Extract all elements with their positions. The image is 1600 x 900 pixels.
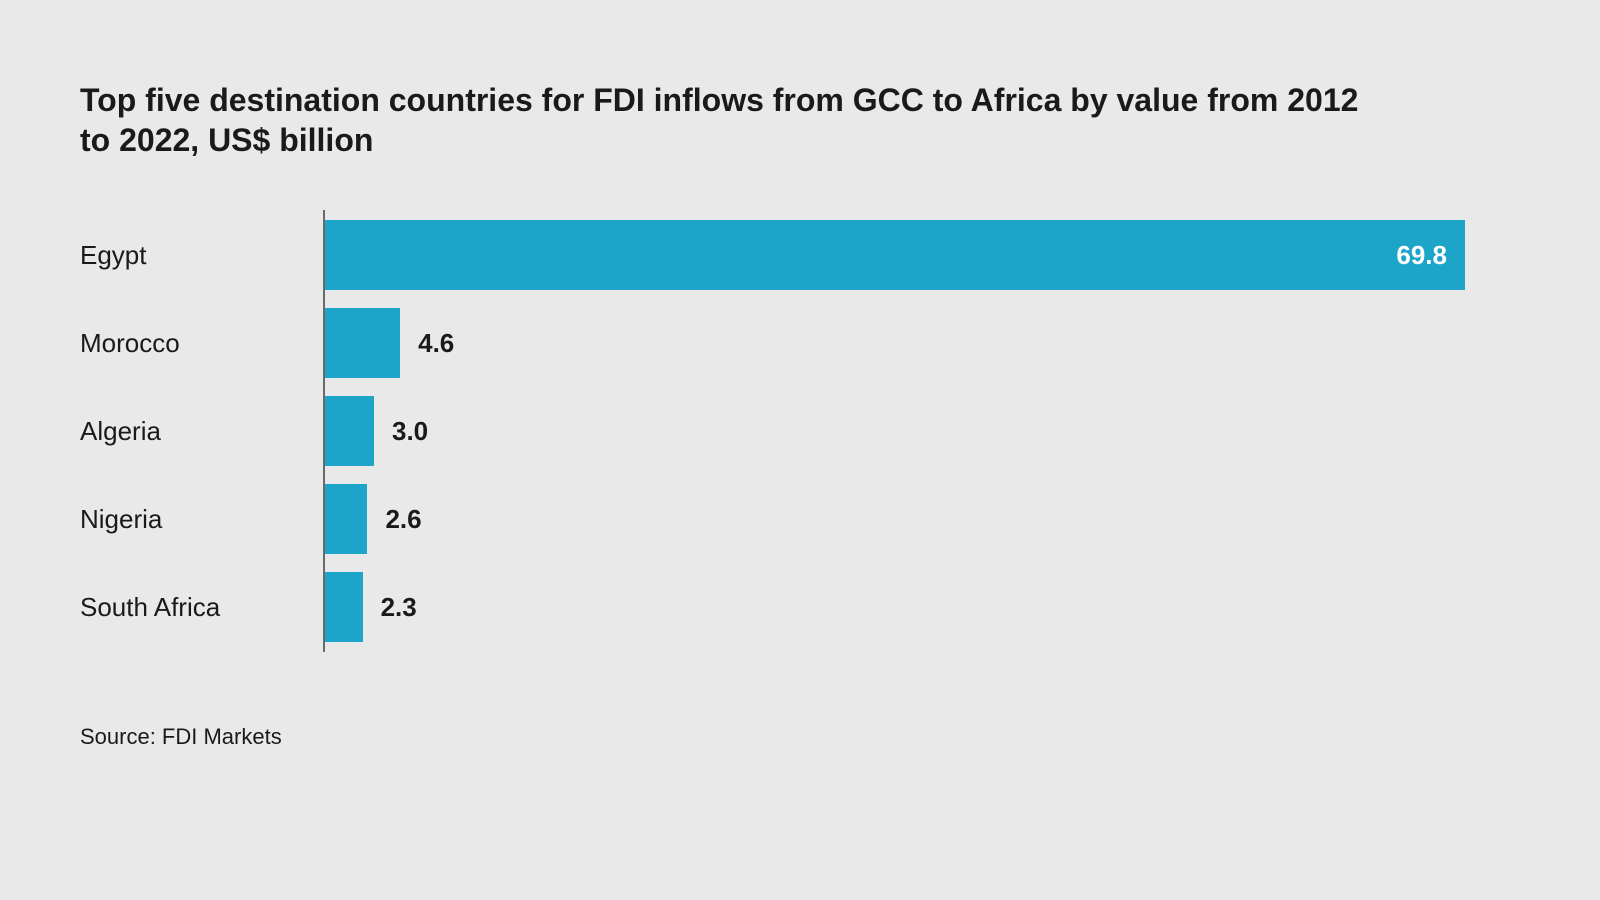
bars-container: Egypt69.8 Morocco4.6 Algeria3.0 Nigeria2.6 S… — [245, 220, 1520, 642]
bar-row: Morocco4.6 — [245, 308, 1520, 378]
value-label: 3.0 — [392, 416, 428, 447]
source-label: Source: FDI Markets — [80, 724, 282, 750]
category-label: Algeria — [80, 416, 240, 447]
value-label: 2.3 — [381, 592, 417, 623]
value-label: 4.6 — [418, 328, 454, 359]
category-label: Egypt — [80, 240, 240, 271]
bar-row: Algeria3.0 — [245, 396, 1520, 466]
bar-track: 3.0 — [325, 396, 428, 466]
value-label: 2.6 — [385, 504, 421, 535]
bar: 69.8 — [325, 220, 1465, 290]
chart-area: Egypt69.8Morocco4.6Algeria3.0Nigeria2.6S… — [80, 220, 1520, 642]
bar — [325, 396, 374, 466]
category-label: Nigeria — [80, 504, 240, 535]
category-label: South Africa — [80, 592, 240, 623]
category-label: Morocco — [80, 328, 240, 359]
bar-row: Nigeria2.6 — [245, 484, 1520, 554]
bar-track: 4.6 — [325, 308, 454, 378]
bar — [325, 572, 363, 642]
bar-row: South Africa2.3 — [245, 572, 1520, 642]
bar-track: 2.6 — [325, 484, 422, 554]
bar-row: Egypt69.8 — [245, 220, 1520, 290]
value-label: 69.8 — [1396, 240, 1447, 271]
bar-track: 2.3 — [325, 572, 417, 642]
bar — [325, 484, 367, 554]
bar-track: 69.8 — [325, 220, 1465, 290]
bar — [325, 308, 400, 378]
chart-title: Top five destination countries for FDI i… — [80, 80, 1380, 160]
